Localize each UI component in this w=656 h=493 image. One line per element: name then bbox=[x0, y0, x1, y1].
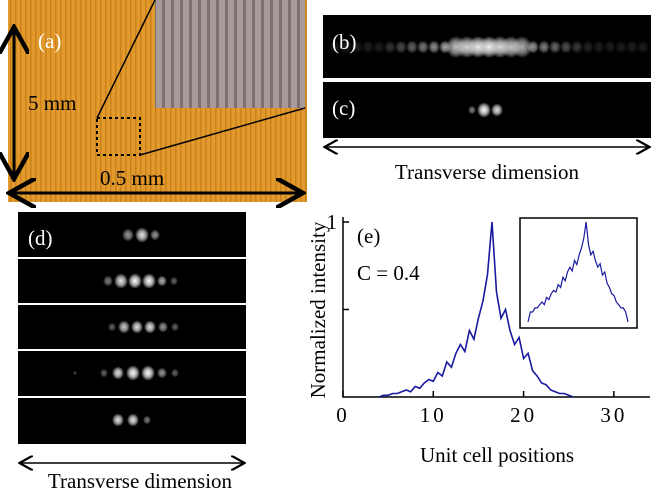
beam-spot bbox=[351, 40, 363, 54]
beam-spot bbox=[170, 276, 178, 286]
panel-label: (c) bbox=[332, 96, 355, 120]
beam-spot bbox=[549, 40, 561, 54]
beam-spot bbox=[406, 40, 418, 54]
beam-spot bbox=[512, 36, 532, 58]
zoom-line bbox=[139, 107, 306, 156]
beam-spot bbox=[491, 103, 503, 117]
panel-label: (b) bbox=[332, 30, 357, 54]
beam-spot bbox=[157, 275, 167, 287]
beam-spot bbox=[112, 366, 124, 380]
inset-box bbox=[519, 217, 638, 329]
chart: (e) C = 0.4 Unit cell positions Normaliz… bbox=[306, 210, 650, 467]
height-label: 5 mm bbox=[28, 91, 76, 115]
beam-spot bbox=[373, 40, 385, 54]
beam-spot bbox=[135, 227, 149, 243]
beam-spot bbox=[122, 228, 134, 242]
panel-label: (a) bbox=[38, 29, 61, 53]
beam-spot bbox=[637, 40, 649, 54]
beam-spot bbox=[538, 40, 550, 54]
beam-spot bbox=[128, 273, 142, 289]
beam-spot bbox=[103, 275, 113, 287]
inset-line bbox=[527, 221, 629, 323]
x-tick-label: 10 bbox=[420, 403, 447, 427]
width-label: 0.5 mm bbox=[100, 166, 164, 190]
beam-spot bbox=[131, 320, 143, 334]
beam-spot bbox=[114, 273, 128, 289]
beam-spot bbox=[395, 40, 407, 54]
beam-spot bbox=[527, 40, 539, 54]
beam-spot bbox=[362, 40, 374, 54]
x-axis-label: Unit cell positions bbox=[420, 443, 574, 467]
panel-a: (a) 5 mm 0.5 mm bbox=[8, 0, 307, 202]
beam-spot bbox=[112, 413, 124, 427]
axis-label: Transverse dimension bbox=[395, 160, 580, 184]
beam-spot bbox=[143, 415, 151, 425]
beam-spot bbox=[604, 40, 616, 54]
beam-spot bbox=[468, 105, 476, 115]
beam-spot bbox=[171, 322, 179, 332]
annotation: C = 0.4 bbox=[357, 261, 420, 285]
beam-spot bbox=[144, 320, 156, 334]
beam-spot bbox=[615, 40, 627, 54]
beam-spot bbox=[157, 367, 167, 379]
zoom-region bbox=[96, 117, 141, 156]
beam-spot bbox=[142, 273, 156, 289]
beam-spot bbox=[150, 229, 160, 241]
beam-spot bbox=[329, 40, 341, 54]
beam-spot bbox=[593, 40, 605, 54]
beam-spot bbox=[108, 322, 116, 332]
beam-spot bbox=[428, 40, 440, 54]
beam-spot bbox=[477, 102, 491, 118]
beam-spot bbox=[141, 365, 155, 381]
beam-spot bbox=[126, 365, 140, 381]
x-tick-label: 0 bbox=[336, 403, 350, 427]
beam-spot bbox=[384, 40, 396, 54]
x-tick-label: 20 bbox=[510, 403, 537, 427]
y-tick-label: 1 bbox=[327, 210, 338, 234]
beam-spot bbox=[73, 370, 77, 376]
beam-images bbox=[18, 15, 651, 444]
beam-spot bbox=[560, 40, 572, 54]
beam-spot bbox=[626, 40, 638, 54]
intensity-line bbox=[378, 221, 574, 398]
y-axis-label: Normalized intensity bbox=[306, 221, 330, 398]
zoom-inset bbox=[155, 0, 305, 108]
beam-spot bbox=[127, 413, 139, 427]
beam-spot bbox=[118, 320, 130, 334]
zoom-line bbox=[96, 0, 156, 119]
beam-spot bbox=[571, 40, 583, 54]
beam-spot bbox=[158, 321, 168, 333]
panel-label: (e) bbox=[357, 224, 380, 248]
beam-spot bbox=[582, 40, 594, 54]
axis-label: Transverse dimension bbox=[48, 469, 233, 493]
beam-spot bbox=[100, 368, 108, 378]
beam-spot bbox=[340, 40, 352, 54]
beam-spot bbox=[417, 40, 429, 54]
beam-spot bbox=[171, 368, 179, 378]
panel-label: (d) bbox=[28, 226, 53, 250]
x-tick-label: 30 bbox=[600, 403, 627, 427]
